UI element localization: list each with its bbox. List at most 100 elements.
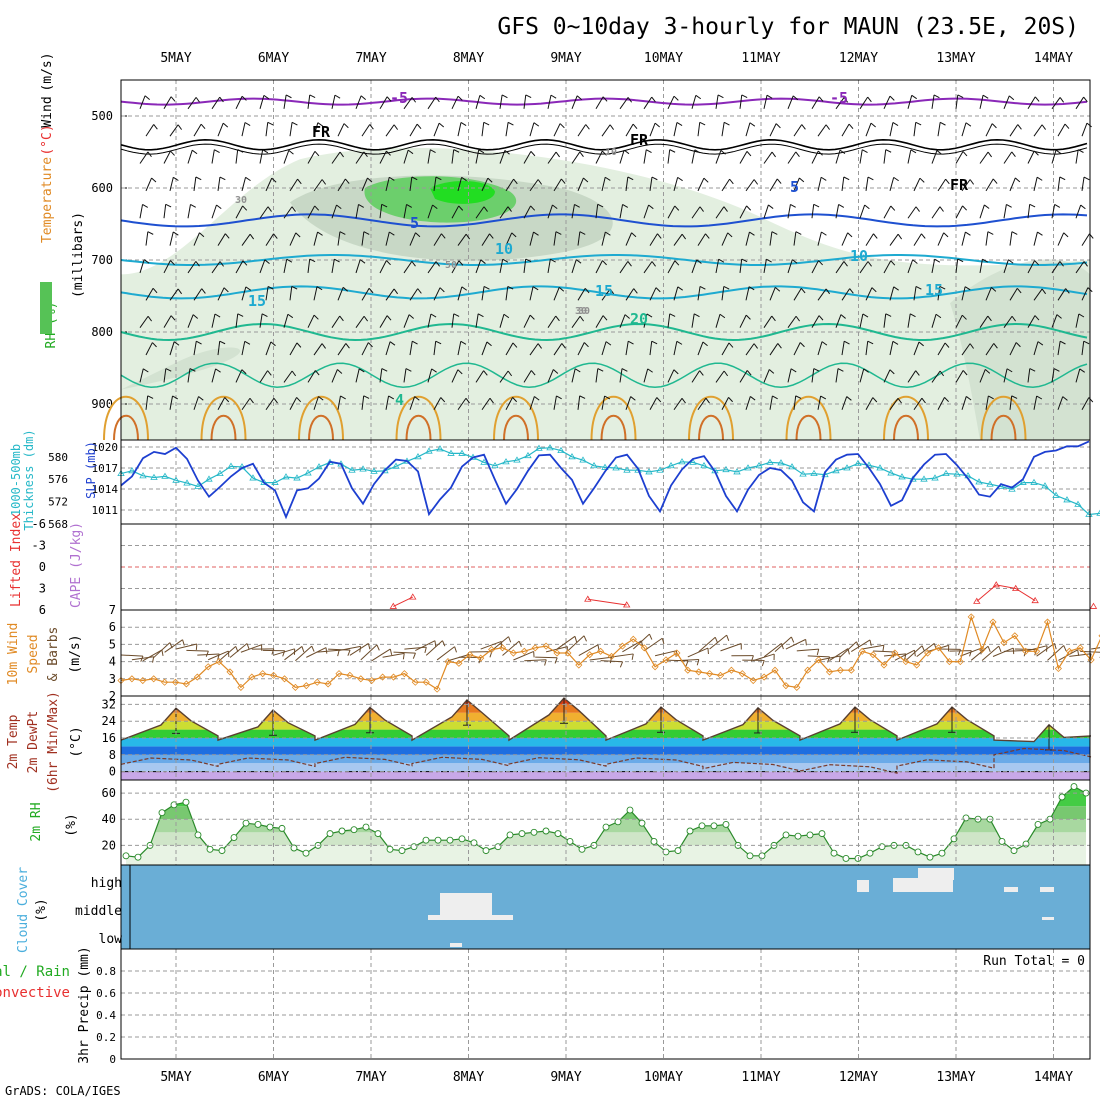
wind-barb-flag: [147, 315, 153, 322]
wind-barb-10m: [676, 658, 699, 662]
temp-tick-label: 0: [109, 765, 116, 779]
wind-barb-flag: [772, 395, 778, 400]
wind-barb: [283, 370, 293, 383]
wind-barb: [307, 314, 315, 328]
wind-barb: [721, 232, 729, 246]
wind-barb-10m: [436, 646, 455, 661]
wind-barb-flag: [461, 176, 467, 182]
wind-barb-flag: [838, 204, 845, 208]
contour-label: FR: [950, 176, 969, 194]
wind-speed-marker: [891, 649, 899, 657]
rh-marker: [422, 836, 430, 844]
wind-barb: [451, 149, 455, 164]
wind-barb-flag: [556, 395, 562, 400]
lifted-index-panel: -6 -3 0 3 6 Lifted Index CAPE (J/kg): [9, 513, 1098, 617]
wind-barb: [235, 369, 243, 383]
wind-barb: [259, 149, 264, 164]
wind-barb: [1033, 177, 1038, 191]
wind-barb: [481, 286, 485, 301]
thickness-marker: [931, 474, 939, 481]
wind-barb: [1081, 176, 1085, 191]
wind-barb-flag: [416, 123, 422, 130]
wind-barb: [361, 395, 365, 410]
wind-barb-flag: [530, 370, 536, 376]
wind-barb-flag: [982, 258, 988, 263]
wind-barb: [865, 397, 874, 411]
wind-barb-flag: [296, 397, 302, 403]
wind-barb-flag: [1029, 203, 1036, 208]
wind-barb: [409, 232, 416, 246]
wind-speed-marker: [738, 670, 746, 678]
wind-barb: [955, 205, 963, 219]
wind-barb-flag: [993, 343, 998, 349]
wind-barb-flag: [1006, 368, 1013, 373]
wind-barb: [1075, 96, 1085, 110]
wind-barb-flag: [939, 121, 946, 126]
lifted-index-marker: [973, 597, 981, 604]
wind-barb: [427, 313, 432, 328]
wind-barb-flag: [244, 340, 251, 345]
wind-barb: [187, 314, 194, 328]
wind-barb: [739, 94, 743, 109]
rh-tick-label: 40: [102, 812, 116, 826]
rh-marker: [266, 823, 274, 831]
wind-barb-flag: [431, 368, 437, 373]
wind-barb: [763, 369, 770, 383]
wind-barb: [1003, 151, 1013, 164]
thickness-marker: [601, 463, 609, 470]
wind-barb-10m: [120, 654, 143, 657]
wind-barb-flag: [646, 313, 653, 318]
wind-barb-10m-flag: [554, 657, 558, 664]
wind-barb-10m: [513, 650, 534, 661]
wind-barb: [187, 97, 197, 110]
wind-barb: [403, 314, 410, 328]
wind-barb-flag: [1063, 232, 1069, 238]
wind-speed-marker: [597, 647, 605, 655]
wind-barb: [193, 123, 202, 137]
wind-barb-10m: [164, 639, 183, 653]
thickness-marker: [1052, 491, 1060, 498]
rh-shade-50-low: [121, 259, 1090, 440]
wind-barb: [745, 122, 751, 137]
rh-marker: [134, 853, 142, 861]
wind-barb: [211, 313, 216, 328]
isotherm-loop-inner: [308, 414, 334, 441]
wind-speed-marker: [618, 642, 626, 650]
wind-barb-flag: [537, 179, 543, 185]
wind-barb: [619, 97, 629, 110]
contour-label: FR: [630, 131, 649, 149]
thickness-marker: [128, 467, 136, 474]
wind-barb-10m-flag: [805, 639, 807, 646]
wind-barb: [355, 204, 359, 219]
pressure-axis-label: (millibars): [71, 212, 86, 298]
isotherm-loop-inner: [503, 414, 529, 441]
wind-barb: [1081, 287, 1089, 301]
wind-barb-flag: [627, 97, 633, 103]
wind-barb-flag: [849, 288, 854, 294]
rh-marker: [746, 852, 754, 860]
date-tick-label: 8MAY: [453, 1070, 484, 1085]
wind-barb-flag: [411, 97, 417, 103]
wind-barb-flag: [219, 176, 226, 181]
wind-barb: [793, 231, 797, 246]
date-tick-label: 12MAY: [839, 51, 878, 66]
wind-unit-label: (m/s): [40, 52, 55, 91]
wind-barb-10m: [840, 641, 857, 658]
pressure-tick-label: 700: [91, 253, 113, 267]
wind-barb-flag: [295, 232, 301, 238]
wind-barb: [385, 177, 390, 191]
chart-title: GFS 0~10day 3-hourly for MAUN (23.5E, 20…: [497, 14, 1079, 40]
wind-barb: [475, 149, 480, 164]
wind-barb: [1027, 368, 1031, 383]
wind-barb: [1057, 176, 1061, 191]
wind-barb-flag: [435, 176, 442, 181]
wind-barb: [241, 397, 251, 411]
cloud-block: [428, 915, 513, 920]
date-tick-label: 13MAY: [936, 1070, 975, 1085]
wind-barb-flag: [407, 149, 414, 155]
freezing-level-line: [120, 138, 1088, 151]
wind-barb: [1003, 259, 1009, 274]
wind-barb: [835, 314, 842, 328]
thickness-marker: [700, 461, 708, 469]
